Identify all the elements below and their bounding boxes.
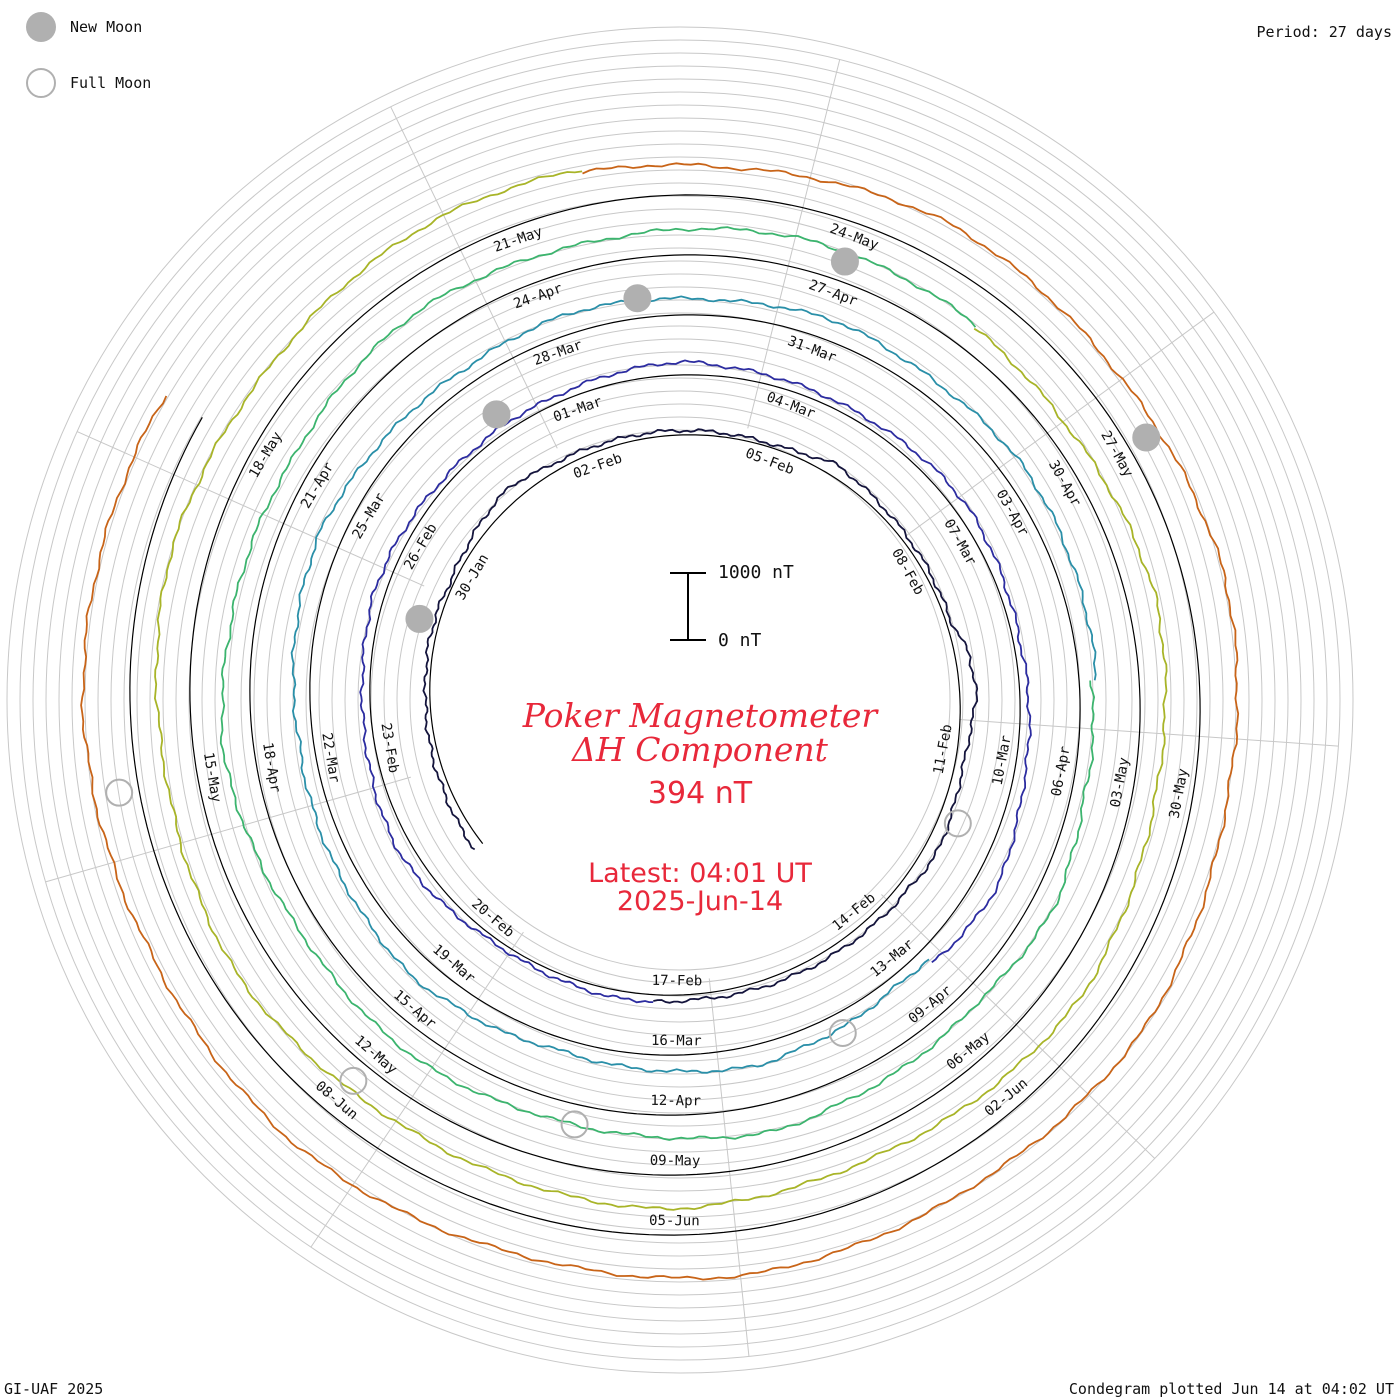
grid-ring [305,325,1055,1075]
scale-bottom-label: 0 nT [718,630,762,651]
grid-ring [253,273,1107,1127]
grid-ring [409,429,951,971]
date-label: 06-May [944,1029,993,1073]
grid-ring [188,208,1172,1192]
grid-ring [32,52,1328,1348]
date-label: 25-Mar [349,490,389,542]
date-label: 09-May [650,1153,701,1170]
legend-full-moon: Full Moon [26,68,151,98]
grid-ring [201,221,1159,1179]
new-moon-marker [623,284,652,313]
plotted-label: Condegram plotted Jun 14 at 04:02 UT [1068,1380,1394,1398]
chart-title-line2: ΔH Component [572,730,828,769]
grid-ring [97,117,1263,1283]
grid-ring [292,312,1068,1088]
latest-date: 2025-Jun-14 [616,886,784,917]
grid-ring [396,416,964,984]
grid-ring [45,65,1315,1335]
day-spoke [959,719,1339,747]
chart-title-line1: Poker Magnetometer [522,696,878,735]
grid-ring [110,130,1250,1270]
grid-ring [71,91,1289,1309]
date-label: 31-Mar [785,333,838,366]
full-moon-marker [105,778,134,807]
trace-series-1 [359,359,1032,1004]
grid-ring [175,195,1185,1205]
date-label: 30-Apr [1045,458,1084,510]
legend-new-moon: New Moon [26,12,142,42]
date-label: 15-Apr [390,987,439,1032]
new-moon-marker [830,247,859,276]
date-label: 27-May [1097,428,1136,480]
grid-ring [227,247,1133,1153]
spiral-baseline [129,194,1201,1236]
legend-new-moon-label: New Moon [70,18,143,36]
scale-bar [670,572,706,641]
date-label: 24-Apr [511,281,564,313]
day-spoke [881,894,1156,1159]
trace-series-3 [219,226,1096,1141]
scale-top-label: 1000 nT [718,562,794,583]
full-moon-marker [339,1066,368,1095]
new-moon-marker [482,400,511,429]
date-label: 02-Feb [571,450,624,482]
date-label: 16-Mar [651,1033,702,1050]
trace-series-0 [422,428,979,1004]
grid-ring [344,364,1016,1036]
date-label: 21-May [492,224,545,256]
trace-series-2 [290,295,1097,1074]
grid-ring [149,169,1211,1231]
grid-ring [19,39,1341,1361]
legend-full-moon-label: Full Moon [70,74,152,92]
date-label: 12-Apr [650,1093,701,1110]
date-label: 05-Feb [743,445,796,478]
full-moon-marker [560,1110,589,1139]
grid-ring [214,234,1146,1166]
latest-time: Latest: 04:01 UT [588,858,812,889]
full-moon-marker [828,1019,857,1048]
date-label: 19-Mar [429,941,478,986]
period-label: Period: 27 days [1256,23,1392,41]
grid-ring [6,26,1354,1374]
date-label: 13-Mar [868,936,917,980]
day-spoke [708,978,750,1357]
day-spoke [906,311,1215,536]
new-moon-marker [405,604,434,633]
day-spoke [390,106,558,449]
grid-ring [370,390,990,1010]
grid-ring [318,338,1042,1062]
date-label: 24-May [828,221,881,254]
date-label: 28-Mar [531,337,584,369]
date-label: 09-Apr [906,983,955,1027]
credit-label: GI-UAF 2025 [4,1380,104,1398]
date-label: 30-Jan [453,551,493,603]
trace-series-4 [153,170,1168,1211]
full-moon-icon [26,68,56,98]
moon-markers [105,247,1161,1139]
grid-ring [383,403,977,997]
day-spoke [310,931,524,1248]
ring-grid [6,26,1354,1374]
date-label: 17-Feb [652,973,703,990]
grid-ring [84,104,1276,1296]
full-moon-marker [943,809,972,838]
current-value: 394 nT [647,776,753,811]
grid-ring [162,182,1198,1218]
grid-ring [136,156,1224,1244]
baselines [129,194,1201,1236]
date-label: 04-Mar [764,389,817,422]
day-spoke [45,776,411,883]
new-moon-marker [1132,423,1161,452]
trace-series-5 [80,162,1240,1281]
data-traces [80,162,1240,1281]
grid-ring [58,78,1302,1322]
grid-ring [240,260,1120,1140]
grid-ring [357,377,1003,1023]
date-label: 01-Mar [551,394,604,426]
day-spoke [747,59,841,429]
new-moon-icon [26,12,56,42]
date-label: 05-Jun [649,1213,700,1230]
